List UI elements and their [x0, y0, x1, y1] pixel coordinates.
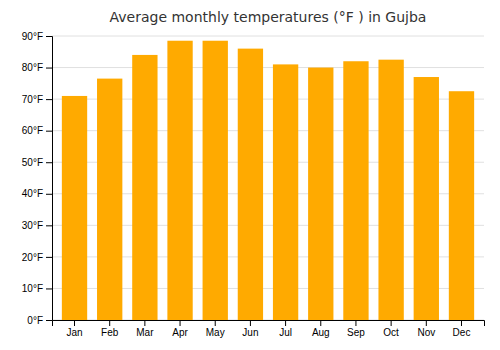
- bars: [62, 41, 474, 320]
- x-tick: Aug: [312, 320, 330, 338]
- tick-mark: [46, 68, 52, 69]
- x-tick: Mar: [136, 320, 154, 338]
- tick-label: 90°F: [22, 31, 43, 42]
- y-tick: 40°F: [22, 188, 52, 199]
- tick-mark: [285, 320, 286, 326]
- tick-label: 30°F: [22, 220, 43, 231]
- y-tick: 80°F: [22, 62, 52, 73]
- y-axis: 0°F 10°F 20°F 30°F 40°F 50°F 60°F 70°F 80°F 90°F: [22, 31, 53, 326]
- bar: [449, 91, 474, 320]
- tick-label: Jan: [66, 327, 82, 338]
- tick-mark: [46, 36, 52, 37]
- tick-label: Apr: [172, 327, 188, 338]
- tick-mark: [46, 194, 52, 195]
- tick-label: 80°F: [22, 62, 43, 73]
- bar: [273, 64, 298, 320]
- x-tick: Sep: [347, 320, 365, 338]
- bar: [167, 41, 192, 320]
- bar: [97, 79, 122, 320]
- tick-mark: [46, 225, 52, 226]
- tick-mark: [426, 320, 427, 326]
- x-tick: Oct: [383, 320, 399, 338]
- x-tick: Nov: [417, 320, 435, 338]
- tick-label: 70°F: [22, 94, 43, 105]
- tick-label: 60°F: [22, 125, 43, 136]
- tick-mark: [46, 320, 52, 321]
- grid-line: [52, 67, 484, 68]
- tick-mark: [250, 320, 251, 326]
- tick-label: Jul: [279, 327, 292, 338]
- y-tick: 0°F: [27, 315, 52, 326]
- y-tick: 20°F: [22, 252, 52, 263]
- grid-line: [52, 36, 484, 37]
- tick-mark: [144, 320, 145, 326]
- tick-label: May: [206, 327, 225, 338]
- bar: [343, 61, 368, 320]
- tick-label: 40°F: [22, 188, 43, 199]
- tick-label: 0°F: [27, 315, 43, 326]
- tick-mark: [355, 320, 356, 326]
- bar: [203, 41, 228, 320]
- chart: 0°F 10°F 20°F 30°F 40°F 50°F 60°F 70°F 80°F 90°F J…: [0, 0, 500, 350]
- tick-mark: [46, 162, 52, 163]
- y-tick: 50°F: [22, 157, 52, 168]
- tick-label: Aug: [312, 327, 330, 338]
- y-tick: 90°F: [22, 31, 52, 42]
- tick-mark: [109, 320, 110, 326]
- tick-label: Dec: [453, 327, 471, 338]
- tick-label: Feb: [101, 327, 119, 338]
- tick-label: 10°F: [22, 283, 43, 294]
- y-tick: 30°F: [22, 220, 52, 231]
- tick-label: 20°F: [22, 252, 43, 263]
- bar: [378, 60, 403, 320]
- tick-mark: [46, 288, 52, 289]
- x-tick: Jan: [66, 320, 82, 338]
- x-axis: Jan Feb Mar Apr May Jun Jul Aug Sep Oct Nov Dec: [53, 320, 485, 338]
- x-tick: Feb: [101, 320, 119, 338]
- axis-line: [46, 37, 53, 321]
- y-tick: 70°F: [22, 94, 52, 105]
- x-tick: Apr: [172, 320, 188, 338]
- tick-label: Sep: [347, 327, 365, 338]
- x-tick: May: [206, 320, 225, 338]
- x-tick: Jun: [242, 320, 258, 338]
- tick-label: Mar: [136, 327, 154, 338]
- tick-label: Jun: [242, 327, 258, 338]
- bar: [414, 77, 439, 320]
- y-tick: 10°F: [22, 283, 52, 294]
- grid: [52, 36, 484, 320]
- tick-mark: [391, 320, 392, 326]
- tick-mark: [46, 99, 52, 100]
- y-tick: 60°F: [22, 125, 52, 136]
- bar: [238, 49, 263, 320]
- tick-label: 50°F: [22, 157, 43, 168]
- tick-mark: [46, 131, 52, 132]
- bar: [62, 96, 87, 320]
- tick-label: Oct: [383, 327, 399, 338]
- tick-mark: [320, 320, 321, 326]
- tick-mark: [215, 320, 216, 326]
- title: Average monthly temperatures (°F ) in Gu…: [110, 9, 427, 25]
- axis-line: [53, 321, 485, 327]
- tick-mark: [74, 320, 75, 326]
- bar: [308, 68, 333, 320]
- tick-mark: [180, 320, 181, 326]
- x-tick: Jul: [279, 320, 292, 338]
- tick-mark: [461, 320, 462, 326]
- plot: 0°F 10°F 20°F 30°F 40°F 50°F 60°F 70°F 80°F 90°F J…: [22, 31, 485, 338]
- x-tick: Dec: [453, 320, 471, 338]
- tick-label: Nov: [417, 327, 435, 338]
- tick-mark: [46, 257, 52, 258]
- bar: [132, 55, 157, 320]
